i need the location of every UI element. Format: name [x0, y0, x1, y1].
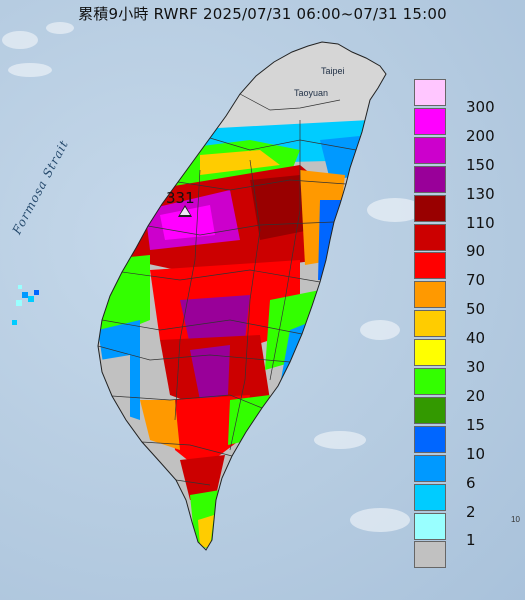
legend-label: 110 — [466, 214, 495, 232]
legend-swatch — [414, 339, 446, 366]
legend-swatch — [414, 426, 446, 453]
legend-swatch — [414, 513, 446, 540]
legend-swatch — [414, 455, 446, 482]
taiwan-island — [98, 42, 386, 550]
legend-label: 20 — [466, 387, 486, 405]
legend-label: 200 — [466, 127, 495, 145]
legend-label: 15 — [466, 416, 486, 434]
legend-swatch — [414, 166, 446, 193]
legend-label: 1 — [466, 531, 476, 549]
city-label-taipei: Taipei — [321, 66, 345, 76]
legend-label: 90 — [466, 242, 486, 260]
max-value-marker-icon — [178, 205, 192, 217]
legend-swatch — [414, 541, 446, 568]
city-label-taoyuan: Taoyuan — [294, 88, 329, 98]
legend-swatch — [414, 195, 446, 222]
legend-swatch — [414, 108, 446, 135]
legend-label: 150 — [466, 156, 495, 174]
legend-label: 70 — [466, 271, 486, 289]
legend-swatch — [414, 137, 446, 164]
legend-label: 10 — [466, 445, 486, 463]
legend-label: 2 — [466, 503, 476, 521]
legend-swatch — [414, 281, 446, 308]
legend-label: 50 — [466, 300, 486, 318]
legend-swatch — [414, 368, 446, 395]
legend-label: 130 — [466, 185, 495, 203]
legend-swatch — [414, 310, 446, 337]
island-outline — [97, 41, 387, 551]
legend-label: 300 — [466, 98, 495, 116]
offshore-rain-pixels — [12, 285, 39, 325]
legend-label: 30 — [466, 358, 486, 376]
legend-label: 40 — [466, 329, 486, 347]
legend-swatch — [414, 79, 446, 106]
cloud-texture — [2, 22, 423, 532]
map-title: 累積9小時 RWRF 2025/07/31 06:00~07/31 15:00 — [78, 5, 447, 23]
legend-swatch — [414, 224, 446, 251]
legend-swatch — [414, 397, 446, 424]
legend-swatch — [414, 252, 446, 279]
max-value-label: 331 — [166, 189, 195, 207]
legend-swatch — [414, 484, 446, 511]
corner-mark: 10 — [511, 515, 520, 524]
color-legend: 300 200 150 130 110 90 70 50 40 30 20 15 10 6 2 1 — [414, 79, 516, 571]
county-boundaries — [98, 93, 357, 486]
legend-label: 6 — [466, 474, 476, 492]
